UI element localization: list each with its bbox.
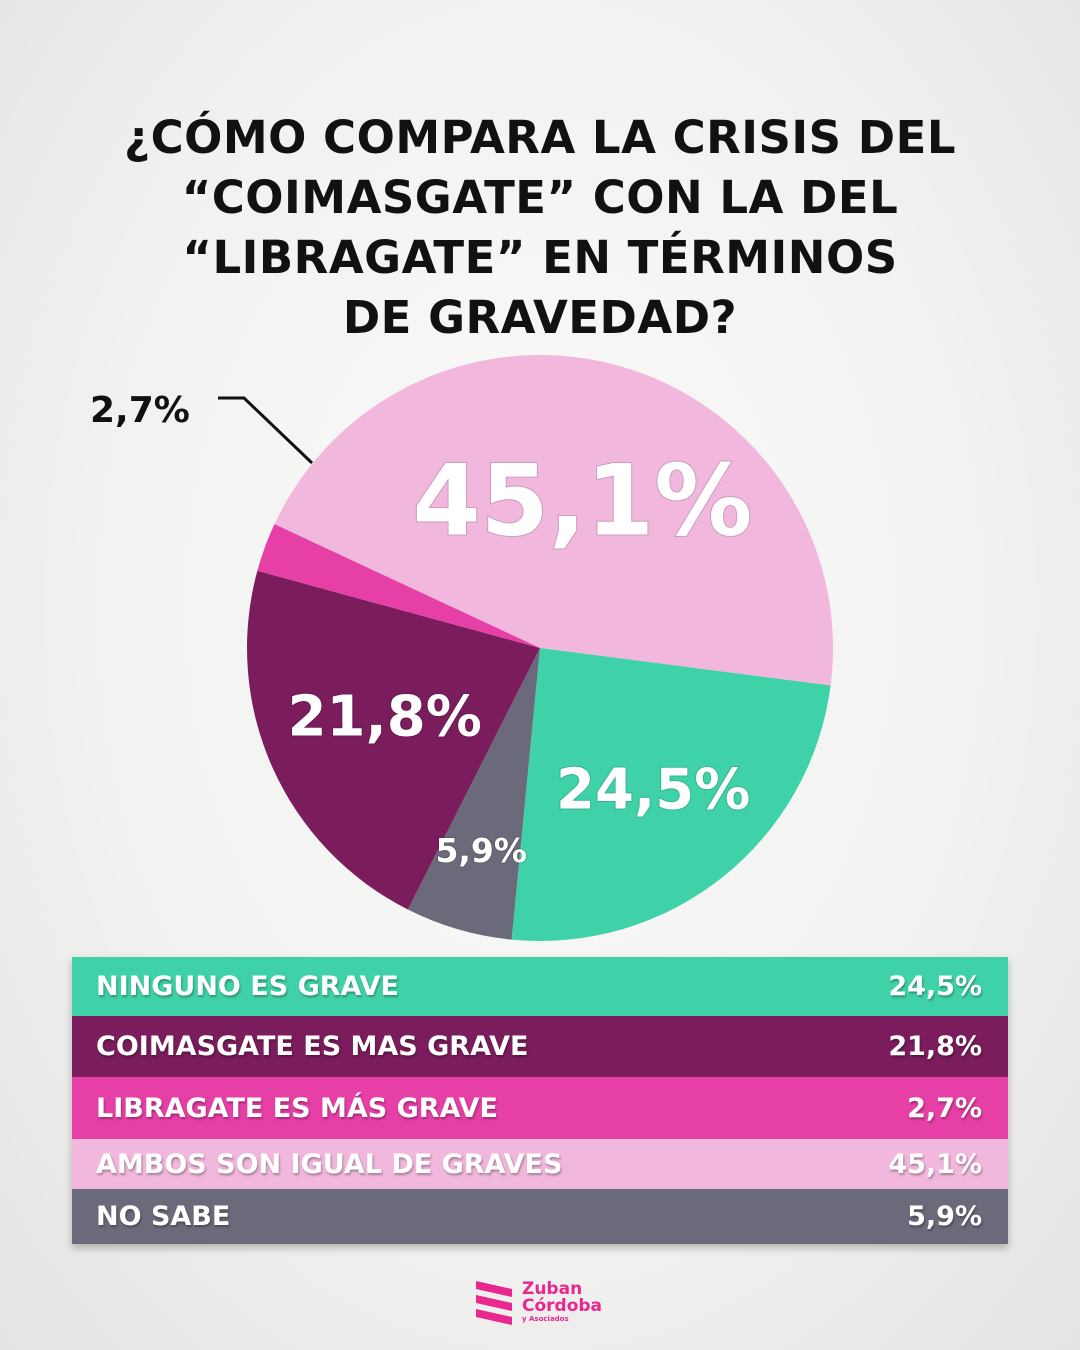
- legend-value: 2,7%: [907, 1092, 982, 1124]
- legend-label: AMBOS SON IGUAL DE GRAVES: [96, 1148, 563, 1180]
- logo: Zuban Córdoba y Asociados: [472, 1272, 622, 1332]
- slice-libragate: [257, 524, 540, 648]
- callout-label-libragate: 2,7%: [90, 390, 190, 431]
- legend-row-libragate: LIBRAGATE ES MÁS GRAVE 2,7%: [72, 1077, 1008, 1139]
- logo-icon: [476, 1281, 512, 1325]
- legend-row-ambos: AMBOS SON IGUAL DE GRAVES 45,1%: [72, 1139, 1008, 1189]
- legend-row-ninguno: NINGUNO ES GRAVE 24,5%: [72, 957, 1008, 1016]
- pie-label-ninguno: 24,5%: [556, 758, 750, 823]
- slice-ninguno: [511, 648, 831, 941]
- legend-row-no-sabe: NO SABE 5,9%: [72, 1189, 1008, 1244]
- logo-line-2: Córdoba: [522, 1296, 603, 1316]
- slice-coimasgate: [246, 570, 540, 910]
- legend-label: NINGUNO ES GRAVE: [96, 971, 399, 1002]
- pie-label-coimasgate: 21,8%: [288, 685, 482, 750]
- legend: NINGUNO ES GRAVE 24,5% COIMASGATE ES MAS…: [72, 957, 1008, 1244]
- legend-value: 5,9%: [907, 1201, 982, 1232]
- legend-label: LIBRAGATE ES MÁS GRAVE: [96, 1092, 498, 1124]
- legend-value: 21,8%: [888, 1031, 982, 1062]
- logo-line-3: y Asociados: [522, 1315, 569, 1323]
- chart-title: ¿CÓMO COMPARA LA CRISIS DEL “COIMASGATE”…: [123, 111, 957, 344]
- slice-ambos: [274, 354, 834, 686]
- callout-line: [218, 396, 314, 465]
- legend-value: 24,5%: [888, 971, 982, 1002]
- legend-label: NO SABE: [96, 1201, 231, 1232]
- logo-line-1: Zuban: [522, 1279, 583, 1299]
- pie-label-ambos: 45,1%: [412, 445, 752, 559]
- logo-text: Zuban Córdoba y Asociados: [522, 1281, 602, 1323]
- pie-label-no-sabe: 5,9%: [435, 831, 527, 870]
- legend-label: COIMASGATE ES MAS GRAVE: [96, 1031, 529, 1062]
- legend-row-coimasgate: COIMASGATE ES MAS GRAVE 21,8%: [72, 1016, 1008, 1077]
- slice-no-sabe: [407, 648, 540, 940]
- legend-value: 45,1%: [888, 1148, 982, 1180]
